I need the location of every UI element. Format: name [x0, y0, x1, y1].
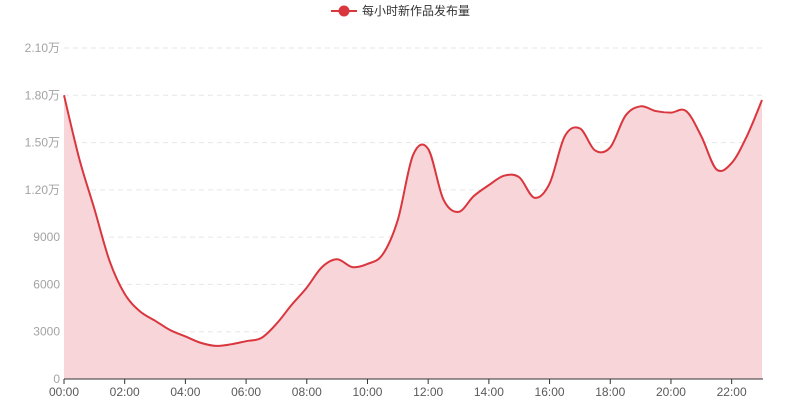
- data-point: [593, 148, 597, 152]
- x-tick-label: 08:00: [292, 385, 322, 399]
- data-point: [320, 265, 324, 269]
- legend-dot-marker: [338, 5, 350, 17]
- legend[interactable]: 每小时新作品发布量: [331, 3, 470, 18]
- x-tick-label: 22:00: [717, 385, 747, 399]
- y-tick-label: 6000: [33, 277, 60, 291]
- data-point: [153, 319, 157, 323]
- data-point: [441, 197, 445, 201]
- data-point: [411, 153, 415, 157]
- data-point: [684, 109, 688, 113]
- data-point: [77, 156, 81, 160]
- data-point: [654, 109, 658, 113]
- data-point: [305, 286, 309, 290]
- y-tick-label: 1.20万: [25, 183, 60, 197]
- data-point: [623, 114, 627, 118]
- data-point: [138, 309, 142, 313]
- data-point: [578, 126, 582, 130]
- x-tick-label: 18:00: [595, 385, 625, 399]
- data-point: [669, 111, 673, 115]
- x-tick-label: 06:00: [231, 385, 261, 399]
- data-point: [730, 161, 734, 165]
- data-point: [183, 334, 187, 338]
- data-point: [92, 207, 96, 211]
- data-point: [502, 174, 506, 178]
- data-point: [760, 98, 764, 102]
- y-tick-label: 1.80万: [25, 88, 60, 102]
- data-point: [563, 134, 567, 138]
- x-tick-label: 12:00: [413, 385, 443, 399]
- data-point: [472, 194, 476, 198]
- data-point: [259, 336, 263, 340]
- area-fill: [64, 95, 762, 379]
- data-point: [396, 218, 400, 222]
- data-point: [365, 262, 369, 266]
- data-point: [350, 265, 354, 269]
- y-tick-label: 9000: [33, 230, 60, 244]
- series-line[interactable]: [63, 95, 763, 347]
- x-tick-label: 04:00: [170, 385, 200, 399]
- data-point: [168, 328, 172, 332]
- x-tick-label: 16:00: [535, 385, 565, 399]
- x-tick-label: 02:00: [110, 385, 140, 399]
- data-point: [381, 252, 385, 256]
- data-point: [745, 134, 749, 138]
- data-point: [290, 303, 294, 307]
- data-point: [214, 344, 218, 348]
- data-point: [517, 175, 521, 179]
- y-tick-label: 3000: [33, 325, 60, 339]
- data-point: [714, 167, 718, 171]
- data-point: [457, 210, 461, 214]
- y-axis-tick-labels: 0 3000 6000 9000 1.20万 1.50万 1.80万 2.10万: [25, 41, 61, 386]
- x-tick-label: 10:00: [352, 385, 382, 399]
- data-point: [699, 134, 703, 138]
- data-point: [244, 339, 248, 343]
- x-tick-label: 14:00: [474, 385, 504, 399]
- data-point: [608, 145, 612, 149]
- data-point: [487, 183, 491, 187]
- data-point: [532, 196, 536, 200]
- data-point: [548, 182, 552, 186]
- data-point: [639, 104, 643, 108]
- data-point: [62, 93, 66, 97]
- x-axis-ticks: 00:00 02:00 04:00 06:00 08:00 10:00 12:00 14:00…: [49, 379, 747, 399]
- x-tick-label: 00:00: [49, 385, 79, 399]
- legend-label: 每小时新作品发布量: [362, 3, 470, 18]
- data-point: [335, 257, 339, 261]
- x-tick-label: 20:00: [656, 385, 686, 399]
- data-point: [229, 342, 233, 346]
- data-point: [108, 259, 112, 263]
- y-tick-label: 2.10万: [25, 41, 60, 55]
- y-tick-label: 0: [53, 372, 60, 386]
- data-point: [123, 292, 127, 296]
- y-tick-label: 1.50万: [25, 136, 60, 150]
- data-point: [274, 322, 278, 326]
- data-point: [426, 147, 430, 151]
- data-point: [199, 341, 203, 345]
